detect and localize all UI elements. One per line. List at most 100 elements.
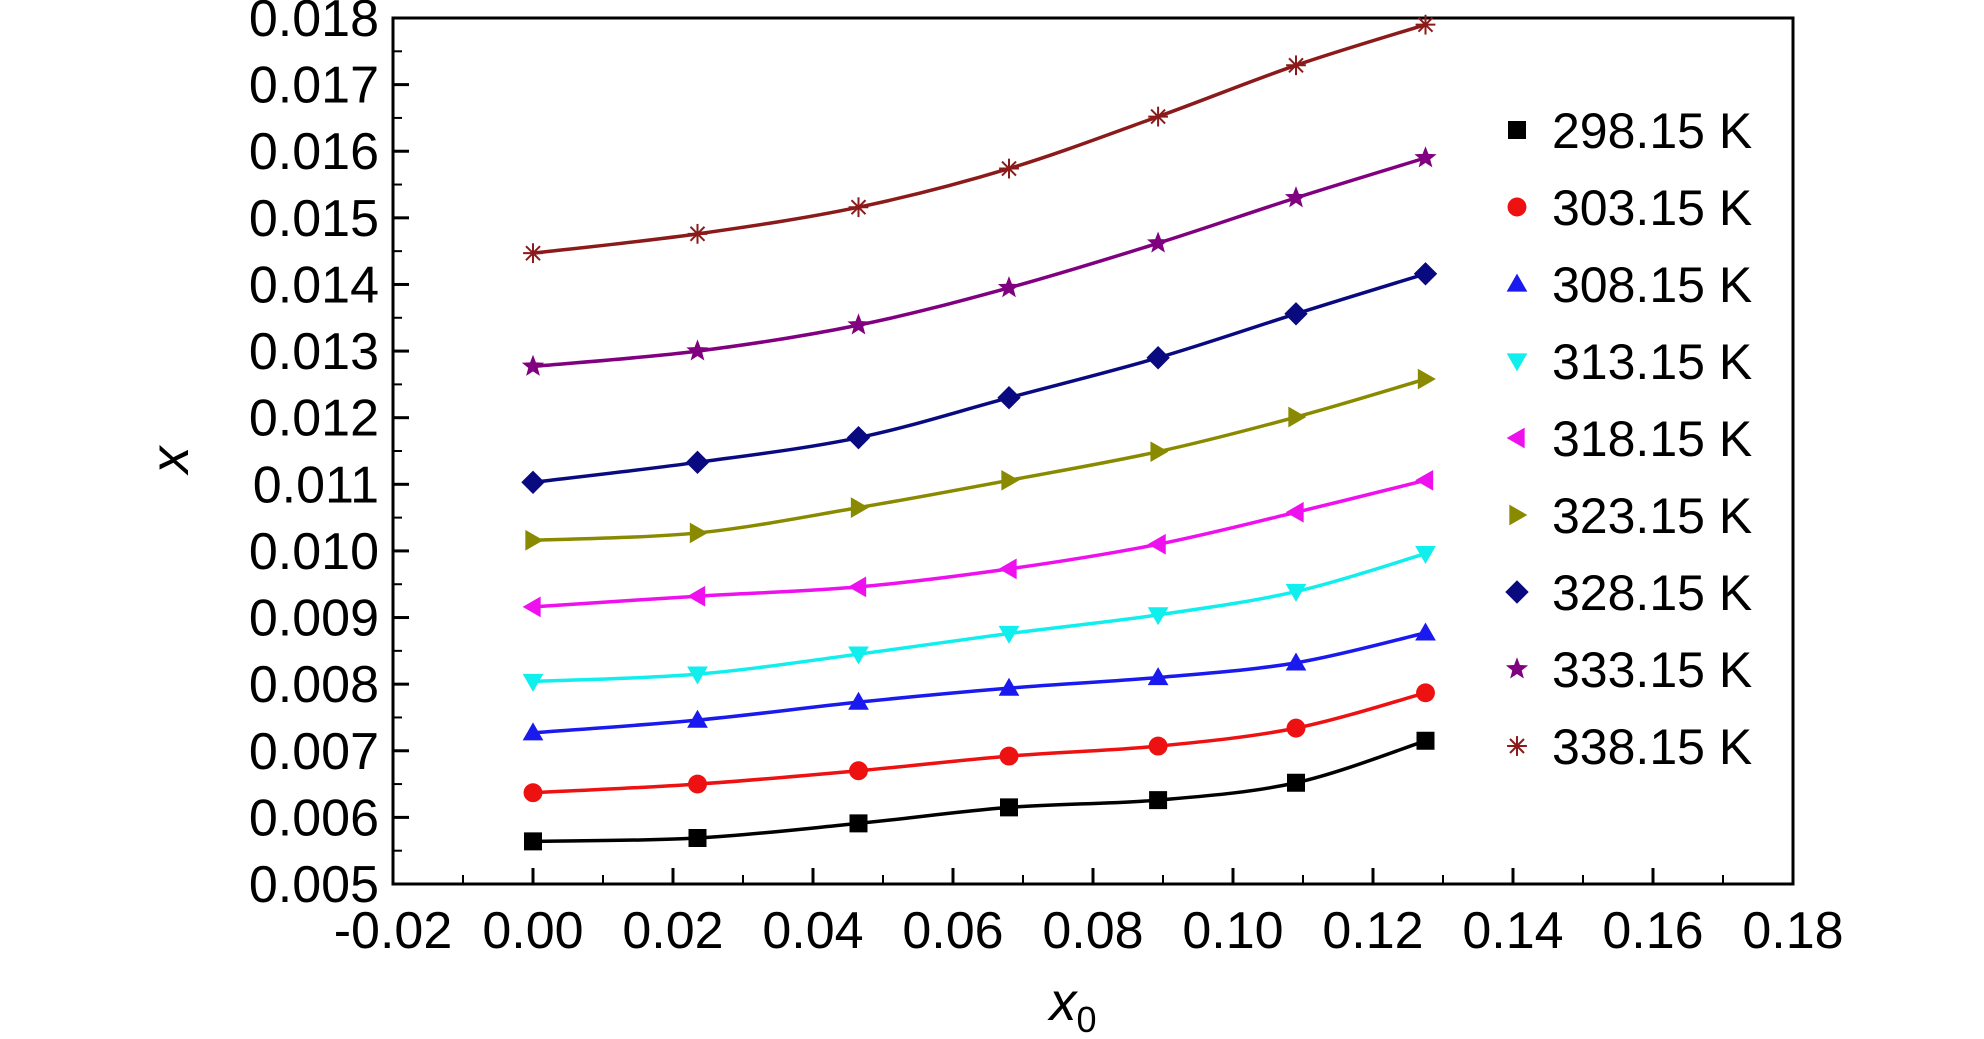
y-tick-label: 0.011	[253, 456, 379, 514]
series-31315	[522, 545, 1436, 692]
y-tick-label: 0.010	[249, 523, 379, 581]
legend-label: 323.15 K	[1552, 488, 1752, 544]
series-30315	[523, 683, 1435, 803]
data-point	[849, 814, 868, 833]
legend-marker	[1505, 580, 1529, 604]
data-point	[998, 625, 1020, 644]
data-point	[848, 576, 867, 598]
asterisk-stroke	[525, 245, 541, 261]
data-point	[1288, 406, 1307, 428]
data-point	[999, 158, 1019, 179]
data-point	[525, 529, 544, 551]
series-line	[532, 377, 1426, 543]
data-point	[846, 425, 871, 450]
data-point	[850, 497, 869, 518]
x-axis-title-main: x	[1046, 972, 1078, 1032]
x-tick-label: 0.16	[1602, 902, 1703, 960]
asterisk-stroke	[689, 226, 706, 242]
y-tick-label: 0.014	[249, 256, 379, 314]
legend-item: 298.15 K	[1508, 103, 1752, 159]
legend-item: 308.15 K	[1506, 257, 1752, 313]
data-point	[687, 223, 708, 244]
legend-label: 298.15 K	[1552, 103, 1752, 159]
data-point	[847, 313, 870, 335]
series-line	[532, 272, 1427, 485]
series-33815	[523, 14, 1436, 264]
data-point	[998, 558, 1017, 580]
data-point	[849, 761, 868, 781]
legend-item: 303.15 K	[1507, 180, 1752, 236]
data-point	[998, 677, 1020, 696]
legend-marker	[1506, 427, 1525, 449]
x-axis-title: x0	[1046, 972, 1096, 1039]
data-point	[1147, 607, 1169, 626]
data-point	[688, 829, 707, 848]
data-point	[523, 243, 543, 264]
x-tick-label: 0.12	[1322, 902, 1423, 960]
series-layer	[521, 14, 1438, 851]
data-point	[1285, 501, 1304, 523]
legend-marker	[1506, 273, 1528, 292]
data-point	[1286, 718, 1306, 738]
series-32815	[521, 262, 1438, 495]
data-point	[999, 746, 1019, 766]
y-tick-label: 0.007	[249, 723, 379, 781]
data-point	[1148, 736, 1168, 756]
data-point	[1148, 106, 1168, 127]
data-point	[1147, 533, 1166, 555]
data-point	[687, 585, 706, 607]
legend-item: 338.15 K	[1507, 719, 1752, 775]
data-point	[688, 774, 707, 794]
x-tick-label: 0.00	[482, 902, 583, 960]
legend-item: 333.15 K	[1505, 642, 1752, 698]
data-point	[523, 783, 543, 803]
data-point	[687, 666, 708, 685]
data-point	[1284, 186, 1308, 208]
data-point	[1413, 262, 1438, 286]
legend-item: 313.15 K	[1506, 334, 1752, 390]
series-31815	[522, 469, 1434, 618]
legend-label: 313.15 K	[1552, 334, 1752, 390]
data-point	[997, 386, 1021, 410]
legend-label: 308.15 K	[1552, 257, 1752, 313]
legend-label: 328.15 K	[1552, 565, 1752, 621]
data-point	[1415, 545, 1436, 564]
x-tick-label: 0.02	[622, 902, 723, 960]
data-point	[521, 470, 545, 495]
data-point	[1416, 731, 1435, 750]
series-30815	[522, 622, 1436, 741]
data-point	[689, 522, 708, 544]
data-point	[1417, 368, 1436, 390]
legend-label: 318.15 K	[1552, 411, 1752, 467]
asterisk-stroke	[1417, 16, 1434, 33]
legend-marker	[1509, 504, 1528, 526]
y-axis-title: x	[140, 445, 200, 477]
x-tick-label: 0.04	[762, 902, 863, 960]
x-tick-label: 0.14	[1462, 902, 1563, 960]
data-point	[1284, 302, 1308, 326]
data-point	[1415, 14, 1436, 35]
series-line	[532, 156, 1427, 369]
asterisk-stroke	[850, 199, 867, 215]
x-tick-label: 0.10	[1182, 902, 1283, 960]
x-tick-label: -0.02	[334, 902, 453, 960]
legend-label: 303.15 K	[1552, 180, 1752, 236]
data-point	[521, 354, 545, 376]
legend: 298.15 K 303.15 K 308.15 K 313.15 K 318.15 K…	[1505, 103, 1752, 775]
data-point	[1146, 231, 1170, 253]
y-tick-label: 0.018	[249, 0, 379, 48]
asterisk-stroke	[1001, 160, 1017, 177]
data-point	[848, 197, 869, 218]
data-point	[1147, 667, 1169, 686]
data-point	[685, 450, 710, 475]
series-33315	[521, 146, 1437, 376]
series-line	[532, 22, 1427, 255]
legend-item: 318.15 K	[1506, 411, 1752, 467]
legend-marker	[1506, 353, 1528, 372]
legend-item: 323.15 K	[1509, 488, 1752, 544]
asterisk-stroke	[1288, 57, 1304, 74]
y-tick-label: 0.015	[249, 190, 379, 248]
data-point	[687, 709, 708, 728]
data-point	[1287, 773, 1305, 792]
